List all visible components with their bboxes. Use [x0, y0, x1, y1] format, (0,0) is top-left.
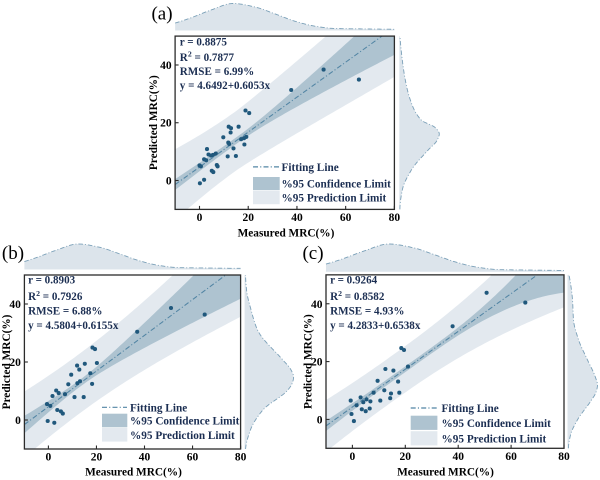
svg-text:40: 40	[160, 60, 172, 72]
svg-text:60: 60	[340, 212, 352, 224]
svg-text:y = 4.5804+0.6155x: y = 4.5804+0.6155x	[28, 320, 119, 332]
svg-text:60: 60	[187, 452, 199, 464]
svg-text:(b): (b)	[2, 243, 24, 264]
svg-text:R2 = 0.7877: R2 = 0.7877	[180, 50, 235, 64]
svg-text:(a): (a)	[151, 4, 172, 25]
svg-text:r = 0.8903: r = 0.8903	[28, 275, 76, 287]
svg-text:Predicted MRC(%): Predicted MRC(%)	[148, 75, 160, 170]
svg-text:y = 4.2833+0.6538x: y = 4.2833+0.6538x	[330, 320, 421, 332]
svg-text:%95 Prediction Limit: %95 Prediction Limit	[282, 193, 387, 205]
svg-text:%95 Prediction Limit: %95 Prediction Limit	[130, 430, 235, 442]
svg-text:Predicted MRC(%): Predicted MRC(%)	[303, 314, 315, 409]
svg-text:40: 40	[9, 299, 21, 311]
svg-text:Fitting Line: Fitting Line	[130, 402, 187, 414]
svg-text:80: 80	[235, 452, 247, 464]
svg-text:0: 0	[350, 451, 356, 463]
svg-text:Measured MRC(%): Measured MRC(%)	[397, 466, 494, 478]
svg-text:20: 20	[9, 357, 21, 369]
svg-text:(c): (c)	[302, 243, 323, 264]
svg-text:0: 0	[46, 452, 52, 464]
svg-text:RMSE = 6.88%: RMSE = 6.88%	[28, 305, 102, 317]
svg-text:20: 20	[400, 451, 412, 463]
svg-text:%95 Confidence Limit: %95 Confidence Limit	[282, 179, 392, 191]
svg-text:Predicted MRC(%): Predicted MRC(%)	[1, 314, 13, 409]
svg-text:0: 0	[166, 176, 172, 188]
svg-text:20: 20	[242, 212, 254, 224]
svg-text:0: 0	[15, 415, 21, 427]
svg-text:80: 80	[558, 451, 570, 463]
svg-text:0: 0	[197, 212, 203, 224]
svg-text:20: 20	[91, 452, 103, 464]
svg-text:R2 = 0.7926: R2 = 0.7926	[28, 289, 83, 303]
svg-text:Measured MRC(%): Measured MRC(%)	[238, 227, 335, 239]
svg-text:80: 80	[389, 212, 401, 224]
svg-text:y = 4.6492+0.6053x: y = 4.6492+0.6053x	[180, 80, 271, 92]
svg-text:r = 0.9264: r = 0.9264	[330, 275, 378, 287]
svg-text:60: 60	[505, 451, 517, 463]
svg-text:%95 Confidence Limit: %95 Confidence Limit	[130, 416, 240, 428]
svg-text:RMSE = 6.99%: RMSE = 6.99%	[180, 66, 254, 78]
svg-text:Fitting Line: Fitting Line	[282, 162, 339, 174]
svg-text:Fitting Line: Fitting Line	[442, 403, 499, 415]
svg-text:20: 20	[311, 357, 323, 369]
svg-text:40: 40	[452, 451, 464, 463]
svg-text:40: 40	[291, 212, 303, 224]
svg-text:R2 = 0.8582: R2 = 0.8582	[330, 289, 385, 303]
svg-text:Measured MRC(%): Measured MRC(%)	[85, 466, 182, 478]
svg-text:40: 40	[311, 299, 323, 311]
svg-text:RMSE = 4.93%: RMSE = 4.93%	[330, 305, 404, 317]
svg-text:%95 Confidence Limit: %95 Confidence Limit	[442, 418, 552, 430]
svg-text:r = 0.8875: r = 0.8875	[180, 37, 228, 49]
svg-text:%95 Prediction Limit: %95 Prediction Limit	[442, 433, 547, 445]
svg-text:0: 0	[317, 414, 323, 426]
svg-text:40: 40	[139, 452, 151, 464]
svg-text:20: 20	[160, 118, 172, 130]
